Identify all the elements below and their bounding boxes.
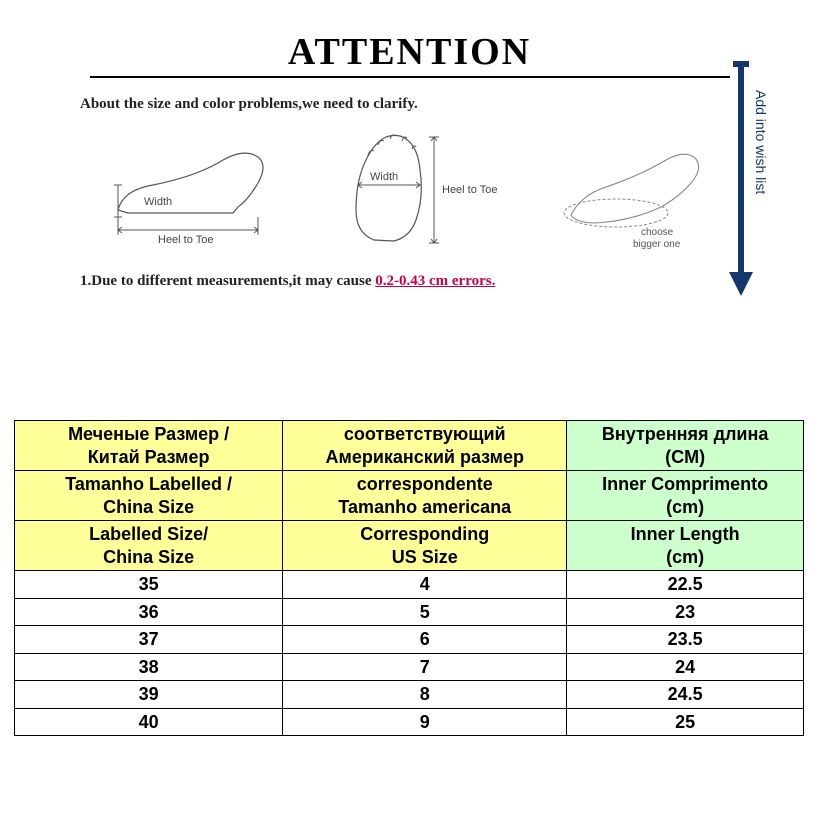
table-cell: 8 [283, 681, 567, 709]
table-header-cell: соответствующийАмериканский размер [283, 421, 567, 471]
table-row: 35422.5 [15, 571, 804, 599]
table-header-row: Labelled Size/China SizeCorrespondingUS … [15, 521, 804, 571]
table-header-cell: Labelled Size/China Size [15, 521, 283, 571]
table-cell: 24 [567, 653, 804, 681]
table-cell: 6 [283, 626, 567, 654]
table-cell: 37 [15, 626, 283, 654]
side-heel-toe-label: Heel to Toe [158, 234, 213, 246]
spacer [0, 330, 819, 420]
choose-label-2: bigger one [633, 239, 681, 250]
table-header-row: Tamanho Labelled /China Sizecorresponden… [15, 471, 804, 521]
size-chart-table: Меченые Размер /Китай Размерсоответствую… [14, 420, 804, 736]
table-row: 36523 [15, 598, 804, 626]
footnote-pre: 1.Due to different measurements,it may c… [80, 273, 375, 289]
wishlist-arrow: Add into wish list [729, 60, 777, 300]
foot-iso-diagram: choose bigger one [541, 135, 721, 255]
table-cell: 38 [15, 653, 283, 681]
table-header-cell: Внутренняя длина(CM) [567, 421, 804, 471]
attention-underline [90, 76, 730, 78]
foot-side-diagram: Width Heel to Toe [98, 135, 298, 255]
table-cell: 23 [567, 598, 804, 626]
table-header-cell: Tamanho Labelled /China Size [15, 471, 283, 521]
table-header-cell: correspondenteTamanho americana [283, 471, 567, 521]
table-cell: 7 [283, 653, 567, 681]
attention-title: ATTENTION [60, 30, 759, 74]
table-cell: 23.5 [567, 626, 804, 654]
table-cell: 40 [15, 708, 283, 736]
foot-top-diagram: Width Heel to Toe [334, 125, 504, 255]
top-heel-toe-label: Heel to Toe [442, 184, 497, 196]
table-row: 40925 [15, 708, 804, 736]
table-cell: 4 [283, 571, 567, 599]
wishlist-text: Add into wish list [753, 90, 769, 194]
footnote: 1.Due to different measurements,it may c… [80, 273, 759, 290]
table-header-cell: Inner Comprimento(cm) [567, 471, 804, 521]
top-width-label: Width [370, 171, 398, 183]
table-cell: 5 [283, 598, 567, 626]
side-width-label: Width [144, 196, 172, 208]
footnote-error-value: 0.2-0.43 cm errors. [375, 273, 495, 289]
table-header-cell: Inner Length(cm) [567, 521, 804, 571]
table-cell: 9 [283, 708, 567, 736]
table-row: 38724 [15, 653, 804, 681]
table-cell: 25 [567, 708, 804, 736]
choose-label-1: choose [641, 227, 674, 238]
table-row: 39824.5 [15, 681, 804, 709]
table-cell: 39 [15, 681, 283, 709]
table-header-cell: Меченые Размер /Китай Размер [15, 421, 283, 471]
table-header-row: Меченые Размер /Китай Размерсоответствую… [15, 421, 804, 471]
table-cell: 36 [15, 598, 283, 626]
attention-subtitle: About the size and color problems,we nee… [80, 96, 759, 113]
table-cell: 35 [15, 571, 283, 599]
table-row: 37623.5 [15, 626, 804, 654]
table-cell: 22.5 [567, 571, 804, 599]
attention-section: ATTENTION About the size and color probl… [0, 0, 819, 330]
table-cell: 24.5 [567, 681, 804, 709]
table-header-cell: CorrespondingUS Size [283, 521, 567, 571]
foot-diagrams: Width Heel to Toe Width Heel to T [60, 125, 759, 265]
